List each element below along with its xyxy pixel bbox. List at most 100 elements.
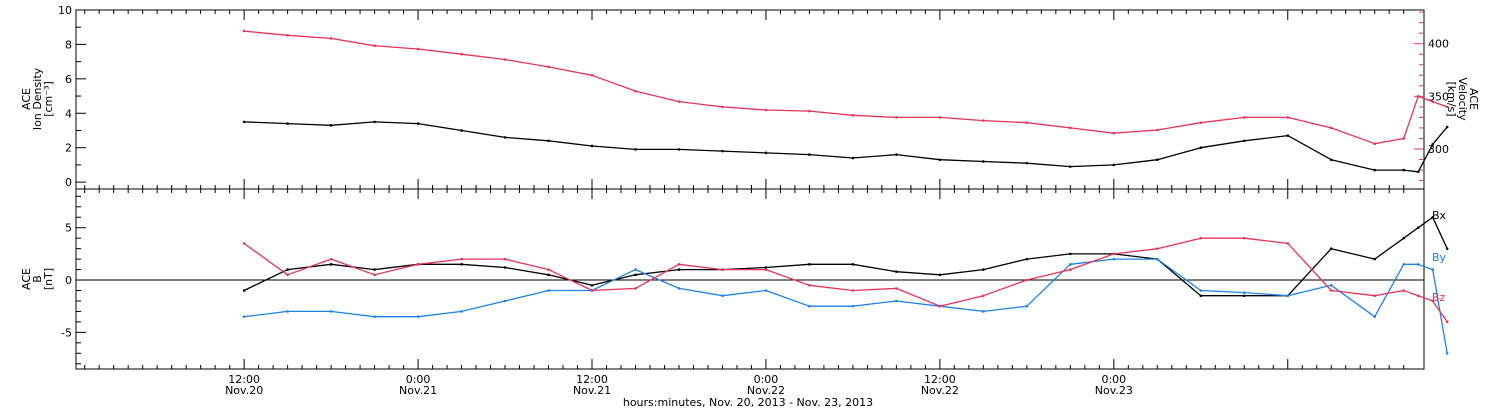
data-point-s1 (1431, 100, 1434, 103)
data-point-By (547, 289, 550, 292)
data-point-Bz (329, 257, 333, 261)
y-label-velocity-1: ACE (1467, 88, 1480, 110)
data-point-By (982, 310, 985, 313)
data-point-Bz (460, 257, 463, 261)
data-point-s0 (938, 158, 942, 162)
data-point-s0 (982, 160, 985, 163)
data-point-s1 (547, 65, 550, 69)
data-point-s1 (1069, 126, 1072, 130)
data-point-s1 (895, 116, 898, 119)
data-point-Bx (1242, 294, 1246, 298)
data-point-Bx (764, 266, 768, 269)
y-label-b-2: B (31, 275, 44, 283)
x-tick-label-date: Nov.21 (399, 384, 437, 397)
data-point-By (503, 299, 507, 303)
data-point-Bz (677, 263, 681, 266)
data-point-Bx (503, 266, 507, 269)
data-point-Bx (547, 273, 550, 277)
data-point-Bz (1286, 242, 1290, 245)
data-point-Bx (634, 273, 637, 277)
data-point-s0 (1069, 165, 1072, 168)
y-label-density-1: ACE (20, 88, 33, 110)
data-point-Bz (1069, 268, 1072, 271)
data-point-Bx (938, 273, 942, 277)
data-point-s0 (286, 122, 289, 125)
x-tick-label-date: Nov.20 (225, 384, 263, 397)
y-label-velocity-2: Velocity (1456, 77, 1469, 121)
data-point-Bz (547, 268, 550, 271)
data-point-Bx (1402, 236, 1406, 240)
data-point-s1 (503, 58, 507, 61)
data-point-Bz (851, 289, 855, 292)
y-label-b-1: ACE (20, 268, 33, 290)
data-point-By (677, 287, 681, 290)
data-point-s0 (1445, 125, 1449, 129)
data-point-s1 (982, 119, 985, 122)
x-tick-label-date: Nov.21 (573, 384, 611, 397)
data-point-By (895, 299, 898, 303)
data-point-s0 (1329, 158, 1333, 162)
data-point-By (329, 310, 333, 313)
data-point-s1 (1025, 121, 1029, 124)
data-point-s1 (938, 116, 942, 119)
y-right-tick-label: 350 (1428, 90, 1449, 103)
data-point-s0 (1416, 170, 1420, 174)
data-point-Bz (938, 304, 942, 308)
data-point-Bz (808, 283, 811, 287)
data-point-s0 (503, 136, 507, 139)
data-point-Bz (721, 268, 724, 271)
data-point-By (373, 315, 376, 318)
data-point-By (460, 310, 463, 313)
data-point-Bz (634, 287, 637, 290)
data-point-Bx (808, 263, 811, 266)
data-point-Bz (242, 242, 246, 245)
y-label-density-3: [cm⁻³] (42, 81, 55, 117)
data-point-Bz (416, 263, 420, 266)
data-point-By (242, 315, 246, 318)
data-point-By (1112, 257, 1116, 261)
data-point-s0 (677, 148, 681, 151)
data-point-By (1199, 289, 1203, 292)
data-point-s0 (416, 122, 420, 125)
y-label-density-2: Ion Density (31, 67, 44, 130)
x-axis-title: hours:minutes, Nov. 20, 2013 - Nov. 23, … (623, 396, 873, 409)
data-point-Bx (677, 268, 681, 271)
legend-bx: Bx (1432, 209, 1447, 222)
data-point-By (416, 315, 420, 318)
data-point-By (851, 304, 855, 308)
data-point-Bx (1445, 247, 1449, 250)
data-point-s0 (1373, 168, 1377, 172)
data-point-Bx (982, 268, 985, 271)
series-line-s1 (244, 30, 1448, 145)
data-point-By (1402, 263, 1406, 266)
series-line-By (244, 258, 1448, 354)
data-point-Bz (1445, 320, 1449, 324)
data-point-s1 (851, 113, 855, 117)
data-point-s1 (1416, 95, 1420, 98)
y-tick-label: 8 (65, 38, 72, 51)
data-point-Bx (460, 263, 463, 266)
x-tick-label-time: 0:00 (754, 373, 779, 386)
data-point-s1 (286, 33, 289, 37)
data-point-By (286, 310, 289, 313)
x-tick-label-date: Nov.23 (1095, 384, 1133, 397)
data-point-Bz (1373, 294, 1377, 298)
legend-by: By (1432, 251, 1447, 264)
data-point-Bx (1431, 215, 1434, 219)
data-point-s1 (808, 109, 811, 113)
bottom-panel-frame (75, 188, 1425, 370)
data-point-s1 (1329, 126, 1333, 130)
data-point-s1 (416, 47, 420, 51)
data-point-Bx (1069, 252, 1072, 256)
data-point-s1 (242, 29, 246, 33)
data-point-s1 (373, 44, 376, 48)
data-point-s0 (764, 151, 768, 155)
data-point-s0 (1025, 161, 1029, 165)
data-point-s0 (808, 153, 811, 156)
data-point-s1 (1242, 116, 1246, 119)
data-point-s1 (1286, 116, 1290, 119)
x-tick-label-date: Nov.22 (747, 384, 785, 397)
data-point-Bx (1199, 294, 1203, 298)
data-point-s0 (242, 120, 246, 124)
